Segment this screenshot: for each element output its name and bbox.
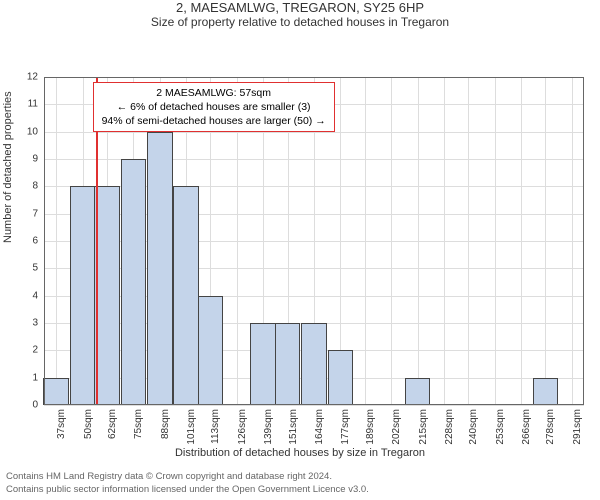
x-tick-label: 177sqm [340,409,351,445]
y-tick-label: 10 [27,126,44,137]
x-axis-label: Distribution of detached houses by size … [0,447,600,459]
x-tick-label: 202sqm [391,409,402,445]
histogram-bar [121,159,147,405]
x-tick-label: 75sqm [133,409,144,439]
histogram-bar [173,186,199,405]
x-tick-label: 101sqm [186,409,197,445]
x-tick-label: 126sqm [237,409,248,445]
annotation-box: 2 MAESAMLWG: 57sqm← 6% of detached house… [93,82,335,133]
page-title: 2, MAESAMLWG, TREGARON, SY25 6HP [0,0,600,15]
page-subtitle: Size of property relative to detached ho… [0,15,600,29]
x-tick-label: 266sqm [521,409,532,445]
y-tick-label: 3 [32,318,44,329]
gridline-v [545,77,546,405]
histogram-bar [43,378,69,405]
y-tick-label: 6 [32,236,44,247]
y-tick-label: 7 [32,208,44,219]
y-tick-label: 12 [27,72,44,83]
gridline-v [495,77,496,405]
x-tick-label: 164sqm [314,409,325,445]
gridline-v [56,77,57,405]
y-tick-label: 5 [32,263,44,274]
histogram-bar [533,378,559,405]
gridline-v [444,77,445,405]
y-tick-label: 8 [32,181,44,192]
x-tick-label: 151sqm [288,409,299,445]
histogram-bar [328,350,354,405]
gridline-v [365,77,366,405]
histogram-bar [198,296,224,405]
gridline-v [572,77,573,405]
plot-area: 012345678910111237sqm50sqm62sqm75sqm88sq… [44,77,584,405]
y-tick-label: 9 [32,154,44,165]
histogram-bar [70,186,96,405]
gridline-v [391,77,392,405]
histogram-bar [147,132,173,405]
x-tick-label: 62sqm [107,409,118,439]
x-tick-label: 37sqm [56,409,67,439]
y-tick-label: 11 [28,99,44,110]
gridline-h [44,405,584,406]
x-tick-label: 88sqm [160,409,171,439]
x-tick-label: 278sqm [545,409,556,445]
gridline-v [521,77,522,405]
x-tick-label: 215sqm [418,409,429,445]
x-tick-label: 253sqm [495,409,506,445]
x-tick-label: 240sqm [468,409,479,445]
y-tick-label: 1 [32,372,44,383]
histogram-bar [405,378,431,405]
annotation-line: 2 MAESAMLWG: 57sqm [102,86,326,100]
attribution: Contains HM Land Registry data © Crown c… [6,471,369,496]
x-tick-label: 50sqm [83,409,94,439]
x-tick-label: 139sqm [263,409,274,445]
histogram-bar [250,323,276,405]
attribution-line: Contains public sector information licen… [6,484,369,496]
annotation-line: ← 6% of detached houses are smaller (3) [102,100,326,114]
y-axis-label: Number of detached properties [2,91,14,243]
gridline-v [468,77,469,405]
gridline-v [418,77,419,405]
x-tick-label: 113sqm [210,409,221,444]
histogram-bar [301,323,327,405]
y-tick-label: 4 [32,290,44,301]
x-tick-label: 189sqm [365,409,376,445]
x-tick-label: 228sqm [444,409,455,445]
x-tick-label: 291sqm [572,409,583,445]
annotation-line: 94% of semi-detached houses are larger (… [102,114,326,128]
histogram-bar [275,323,301,405]
attribution-line: Contains HM Land Registry data © Crown c… [6,471,369,483]
y-tick-label: 0 [32,400,44,411]
histogram-bar [94,186,120,405]
y-tick-label: 2 [32,345,44,356]
